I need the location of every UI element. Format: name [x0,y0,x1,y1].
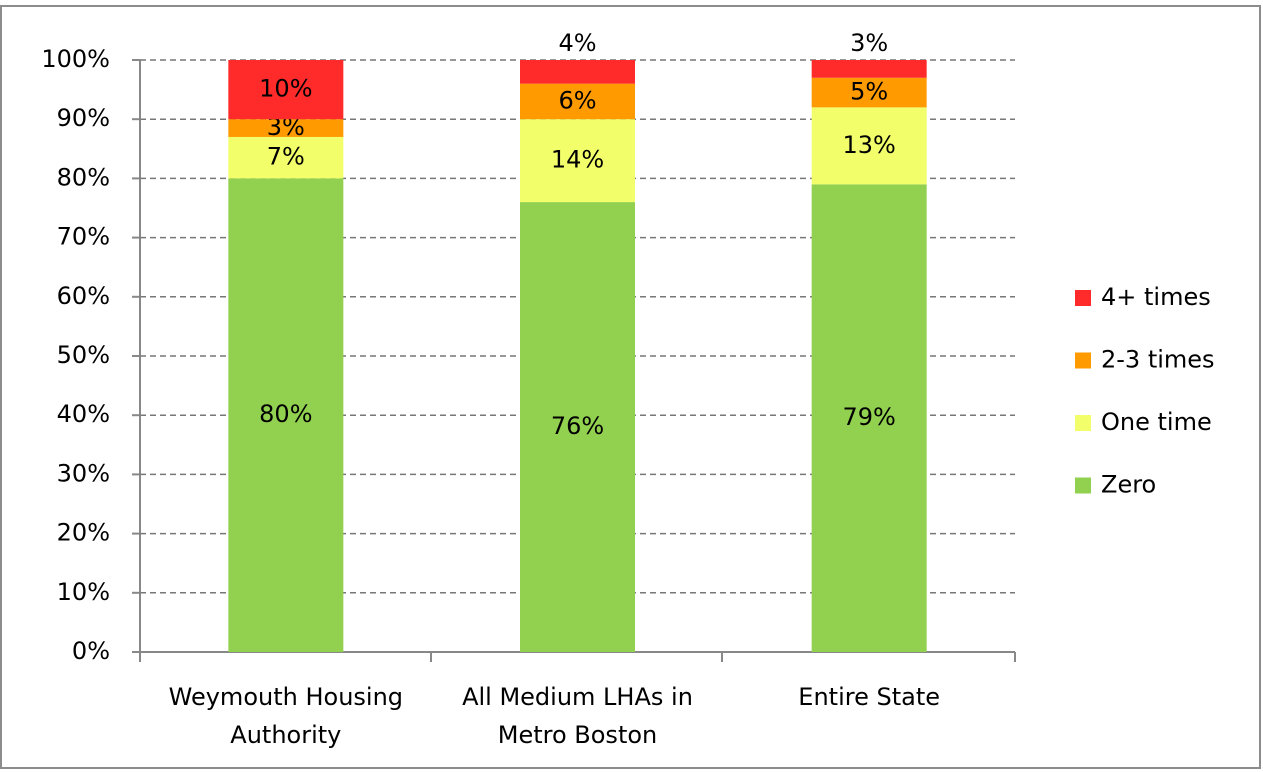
bar-segment [811,77,927,108]
y-tick-label: 70% [57,223,110,251]
y-tick-label: 90% [57,104,110,132]
y-tick-label: 20% [57,519,110,547]
x-tick-label: All Medium LHAs in Metro Boston [462,683,693,749]
data-label: 14% [551,146,604,174]
bar-segment [228,136,344,179]
legend-label: 4+ times [1101,283,1211,311]
bar-segment [520,119,635,203]
bar-segment [811,184,927,652]
bar-segment [228,178,344,652]
y-tick-label: 50% [57,341,110,369]
bar-segment [520,60,635,84]
bar-segment [520,202,635,652]
y-tick-label: 100% [41,45,110,73]
bar-segment [228,60,344,120]
data-label: 13% [842,131,895,159]
data-label: 79% [842,403,895,431]
bar-segment [520,83,635,120]
y-tick-label: 80% [57,163,110,191]
legend-swatch [1075,290,1091,306]
data-label: 5% [850,78,888,106]
legend-label: 2-3 times [1101,346,1215,374]
data-label: 7% [267,143,305,171]
y-tick-label: 40% [57,400,110,428]
y-tick-label: 30% [57,459,110,487]
y-tick-label: 0% [72,637,110,665]
x-tick-label: Weymouth Housing Authority [168,683,404,749]
x-tick-label: Entire State [798,683,941,711]
bar-segment [228,119,344,137]
legend-label: Zero [1101,471,1156,499]
data-label: 6% [558,86,596,114]
legend-swatch [1075,477,1091,494]
data-label: 76% [551,412,604,440]
data-label: 10% [259,75,312,103]
data-label: 80% [259,400,312,428]
y-tick-label: 10% [57,578,110,606]
legend-swatch [1075,415,1091,431]
legend-swatch [1075,352,1091,369]
bar-segment [811,60,927,78]
data-label: 3% [850,29,888,57]
legend-label: One time [1101,408,1212,436]
bar-segment [811,107,927,185]
data-label: 4% [558,29,596,57]
y-tick-label: 60% [57,282,110,310]
